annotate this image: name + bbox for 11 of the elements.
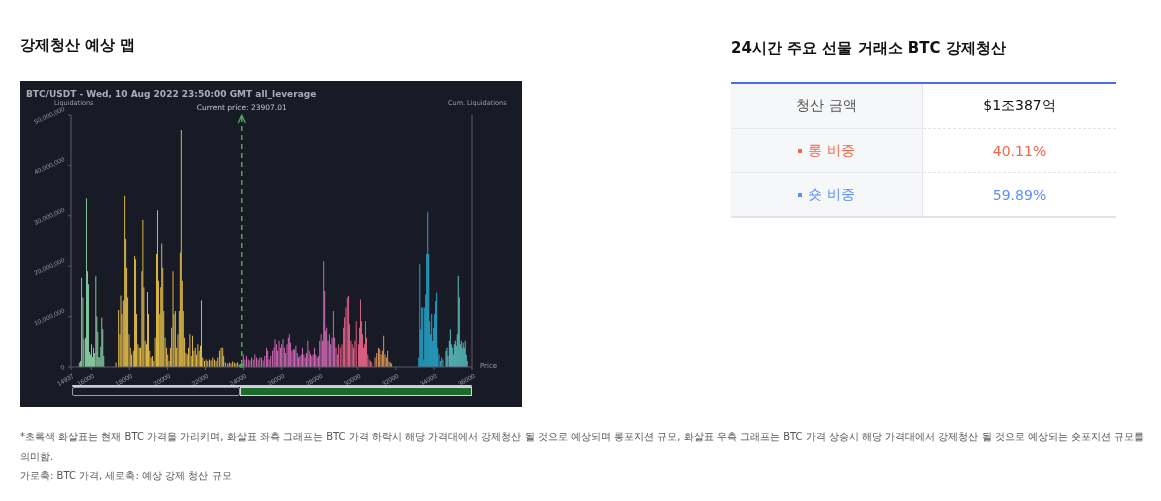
text: 40.11%	[992, 142, 1047, 159]
chart-subtitle: BTC/USDT - Wed, 10 Aug 2022 23:50:00 GMT all_leverage	[26, 89, 317, 99]
text: *초록색 화살표는 현재 BTC 가격을 가리키며, 화살표 좌측 그래프는 BTC 가격 하락시 해당 가격대에서 강제청산 될 것으로 예상되며 롱포지션 규모, 화살표 우측 그래프는 BTC 가격 상승시 해당 가격대에서 강제청산 될 것으로 예상되는 숏포지션 규모를 의미함.	[20, 431, 1145, 462]
text: 59.89%	[992, 186, 1047, 203]
chart-title: 강제청산 예상 맵	[20, 36, 136, 54]
text: 가로축: BTC 가격, 세로축: 예상 강제 청산 규모	[20, 470, 232, 481]
category-label: 숏 비중	[808, 185, 855, 204]
category-label: 롱 비중	[808, 141, 855, 160]
text: 24시간 주요 선물 거래소 BTC 강제청산	[731, 39, 1006, 57]
category-label: 청산 금액	[796, 97, 857, 115]
text: $1조387억	[983, 97, 1056, 113]
